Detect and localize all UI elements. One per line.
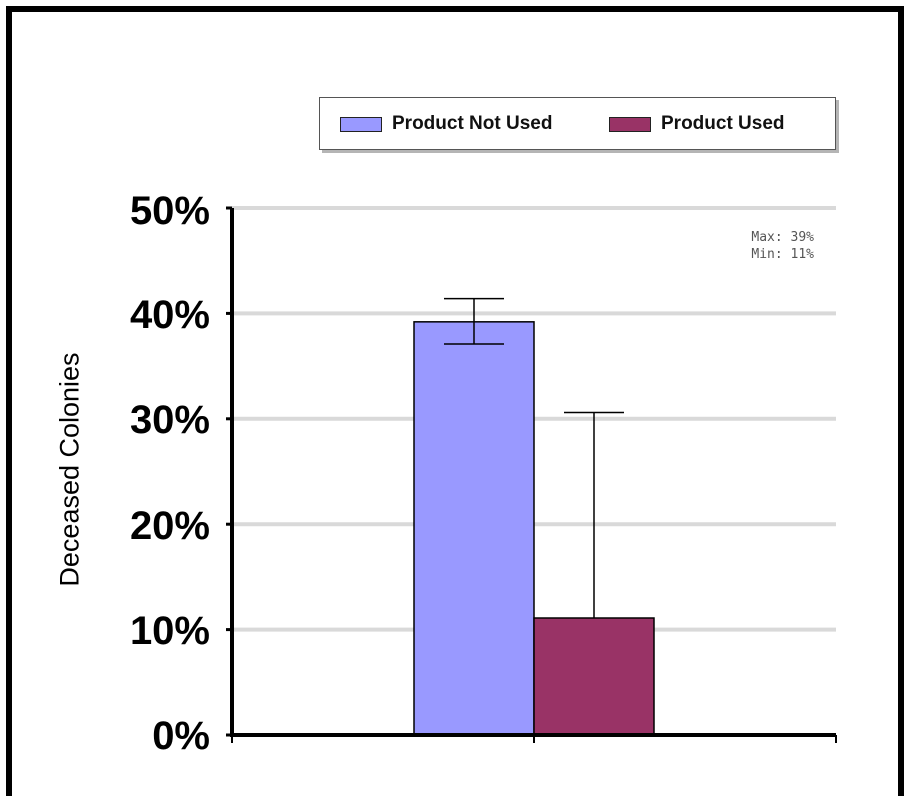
y-tick-label-0: 0% xyxy=(152,714,210,758)
y-tick-label-20: 20% xyxy=(129,504,210,548)
legend-label-product-not-used: Product Not Used xyxy=(392,113,553,134)
y-tick-label-30: 30% xyxy=(129,398,210,442)
legend: Product Not Used Product Used xyxy=(319,97,836,150)
legend-swatch-product-not-used xyxy=(340,116,382,132)
y-tick-label-10: 10% xyxy=(129,609,210,653)
bar-product-used xyxy=(533,617,655,736)
stats-annotation: Max: 39% Min: 11% xyxy=(660,229,814,263)
legend-item-product-not-used: Product Not Used xyxy=(340,113,553,134)
stats-max: Max: 39% xyxy=(751,230,814,245)
y-tick-label-40: 40% xyxy=(129,293,210,337)
legend-label-product-used: Product Used xyxy=(661,113,785,134)
y-tick-label-50: 50% xyxy=(129,189,210,233)
stats-min: Min: 11% xyxy=(751,247,814,262)
bar-product-not-used xyxy=(413,321,535,736)
legend-item-product-used: Product Used xyxy=(609,113,785,134)
legend-swatch-product-used xyxy=(609,116,651,132)
y-axis-label: Deceased Colonies xyxy=(54,352,85,587)
